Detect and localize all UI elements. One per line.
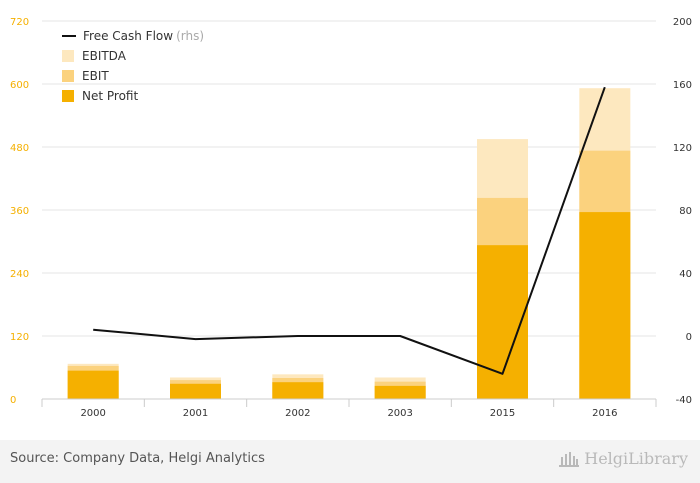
brand-logo[interactable]: HelgiLibrary	[558, 449, 688, 468]
y-left-tick-label: 600	[10, 80, 29, 91]
y-right-tick-label: 200	[673, 17, 692, 28]
y-left-tick-label: 240	[10, 269, 29, 280]
y-left-tick-label: 360	[10, 206, 29, 217]
y-left-tick-label: 0	[10, 395, 16, 406]
y-right-tick-label: 160	[673, 80, 692, 91]
legend-line-swatch	[62, 35, 76, 37]
free-cash-flow-line	[93, 86, 606, 375]
x-tick-label: 2001	[183, 408, 208, 419]
y-right-tick-label: 80	[679, 206, 692, 217]
legend-swatch-ebitda	[62, 50, 74, 62]
y-left-tick-label: 480	[10, 143, 29, 154]
x-tick-label: 2016	[592, 408, 617, 419]
legend-label-fcf: Free Cash Flow	[83, 29, 174, 43]
y-right-tick-label: 0	[686, 332, 692, 343]
bar-net-profit	[272, 382, 324, 399]
x-tick-label: 2000	[80, 408, 105, 419]
library-building-icon	[559, 451, 580, 467]
bar-net-profit	[170, 383, 221, 399]
legend-item-net-profit[interactable]: Net Profit	[62, 86, 204, 106]
bar-net-profit	[374, 385, 426, 399]
legend-item-ebit[interactable]: EBIT	[62, 66, 204, 86]
x-tick-label: 2002	[285, 408, 310, 419]
legend-swatch-net-profit	[62, 90, 74, 102]
brand-name: HelgiLibrary	[584, 449, 688, 468]
x-tick-label: 2015	[490, 408, 515, 419]
y-left-tick-label: 720	[10, 17, 29, 28]
x-tick-label: 2003	[387, 408, 412, 419]
source-text: Source: Company Data, Helgi Analytics	[10, 451, 265, 466]
y-right-tick-label: 120	[673, 143, 692, 154]
legend-item-fcf[interactable]: Free Cash Flow (rhs)	[62, 26, 204, 46]
legend-label-net-profit: Net Profit	[82, 89, 139, 103]
legend: Free Cash Flow (rhs) EBITDA EBIT Net Pro…	[62, 26, 204, 106]
combo-chart: 0 120 240 360 480 600 720 -40 0 40 80 120 160 200 2000…	[10, 17, 692, 419]
legend-swatch-ebit	[62, 70, 74, 82]
legend-item-ebitda[interactable]: EBITDA	[62, 46, 204, 66]
legend-label-ebit: EBIT	[82, 69, 109, 83]
bar-net-profit	[579, 212, 631, 399]
legend-note-rhs: (rhs)	[176, 29, 205, 43]
y-right-tick-label: -40	[676, 395, 692, 406]
footer: Source: Company Data, Helgi Analytics He…	[0, 440, 700, 483]
y-right-tick-label: 40	[679, 269, 692, 280]
legend-label-ebitda: EBITDA	[82, 49, 126, 63]
chart-area: 0 120 240 360 480 600 720 -40 0 40 80 120 160 200 2000…	[10, 17, 692, 419]
y-left-tick-label: 120	[10, 332, 29, 343]
bar-net-profit	[67, 370, 119, 399]
